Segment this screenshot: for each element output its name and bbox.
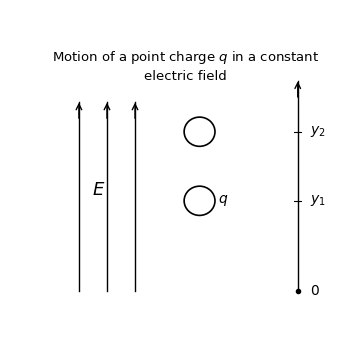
- Text: $y_1$: $y_1$: [310, 193, 326, 208]
- Text: $y_2$: $y_2$: [310, 124, 326, 139]
- Text: $q$: $q$: [218, 193, 228, 208]
- Text: $E$: $E$: [92, 181, 105, 199]
- Text: Motion of a point charge $q$ in a constant
electric field: Motion of a point charge $q$ in a consta…: [52, 49, 319, 83]
- Text: 0: 0: [310, 284, 319, 298]
